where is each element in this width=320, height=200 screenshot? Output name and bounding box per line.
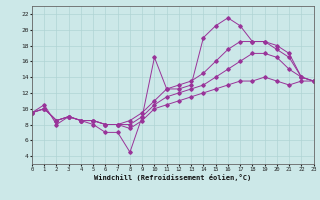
X-axis label: Windchill (Refroidissement éolien,°C): Windchill (Refroidissement éolien,°C) xyxy=(94,174,252,181)
